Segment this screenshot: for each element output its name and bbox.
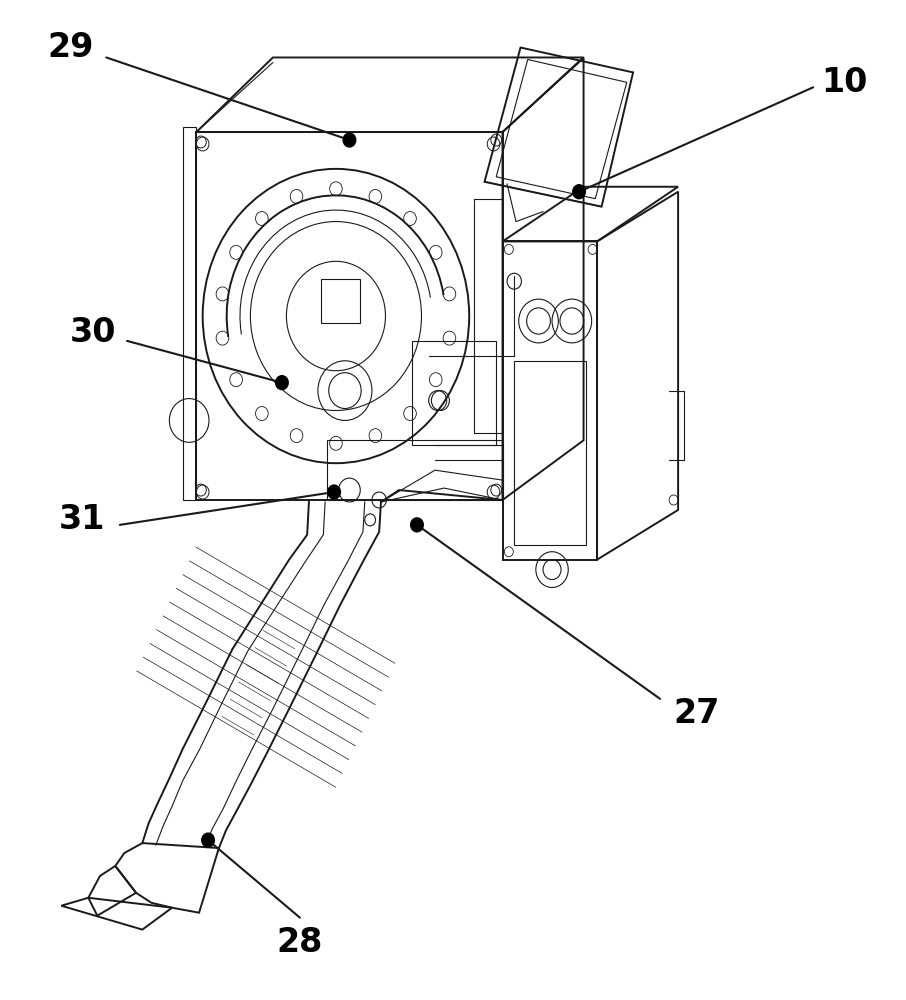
- Text: 27: 27: [673, 697, 719, 730]
- Text: 30: 30: [70, 316, 116, 349]
- Circle shape: [275, 376, 288, 390]
- Circle shape: [343, 133, 356, 147]
- Circle shape: [573, 185, 585, 199]
- Text: 10: 10: [822, 66, 868, 99]
- Circle shape: [202, 833, 215, 847]
- Circle shape: [410, 518, 423, 532]
- Text: 29: 29: [47, 31, 93, 64]
- Text: 28: 28: [276, 926, 323, 959]
- Circle shape: [328, 485, 341, 499]
- Text: 31: 31: [59, 503, 105, 536]
